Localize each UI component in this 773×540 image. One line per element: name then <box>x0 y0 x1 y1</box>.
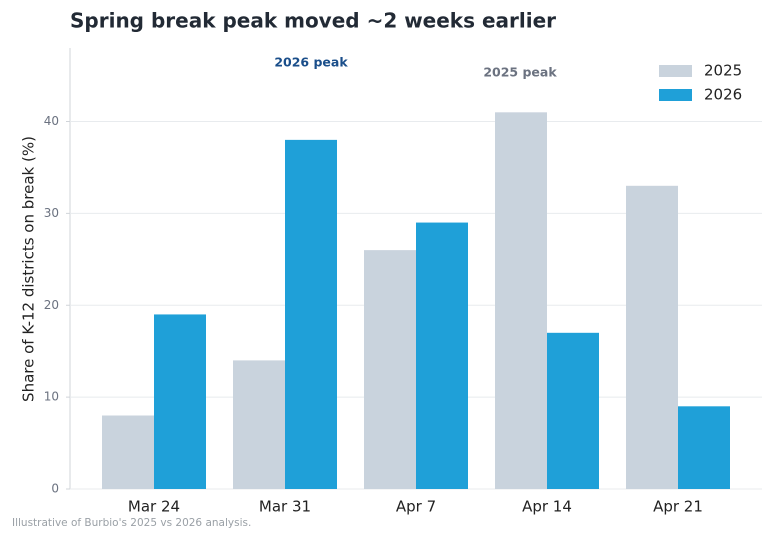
bar <box>416 222 468 489</box>
x-tick-label: Apr 7 <box>396 498 436 516</box>
bar <box>547 332 599 489</box>
bar <box>233 360 285 489</box>
chart-title: Spring break peak moved ~2 weeks earlier <box>70 9 556 33</box>
y-axis-label: Share of K-12 districts on break (%) <box>20 136 38 402</box>
y-tick-label: 0 <box>51 482 59 496</box>
bar <box>678 406 730 489</box>
bar <box>495 112 547 489</box>
x-tick-label: Mar 24 <box>128 498 180 516</box>
legend-swatch <box>659 89 692 101</box>
legend-label: 2025 <box>704 62 742 80</box>
x-tick-label: Mar 31 <box>259 498 311 516</box>
legend-swatch <box>659 65 692 77</box>
x-tick-label: Apr 21 <box>653 498 703 516</box>
legend-label: 2026 <box>704 86 742 104</box>
y-tick-label: 20 <box>44 298 59 312</box>
footnote: Illustrative of Burbio's 2025 vs 2026 an… <box>12 517 251 529</box>
bar <box>364 250 416 489</box>
y-tick-label: 10 <box>44 390 59 404</box>
bar <box>102 415 154 489</box>
y-tick-label: 40 <box>44 114 59 128</box>
annotation: 2026 peak <box>274 55 348 70</box>
bar <box>626 185 678 489</box>
y-tick-label: 30 <box>44 206 59 220</box>
x-tick-label: Apr 14 <box>522 498 572 516</box>
bar <box>154 314 206 489</box>
annotation: 2025 peak <box>483 65 557 80</box>
bar <box>285 139 337 489</box>
